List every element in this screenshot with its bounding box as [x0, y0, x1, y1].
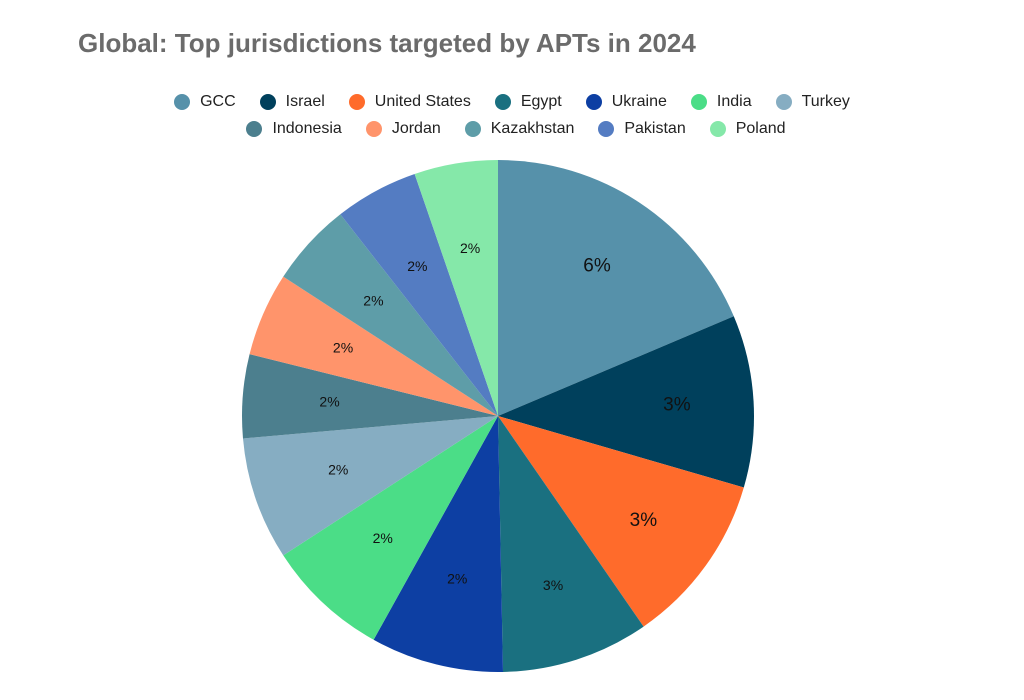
legend-item-jordan[interactable]: Jordan	[365, 119, 441, 138]
pie-slice-poland[interactable]	[414, 160, 498, 416]
legend-swatch-turkey	[775, 93, 792, 110]
legend-item-egypt[interactable]: Egypt	[494, 92, 562, 111]
legend-label-indonesia: Indonesia	[272, 119, 342, 137]
pie-slice-indonesia[interactable]	[242, 354, 498, 439]
legend-label-egypt: Egypt	[520, 92, 562, 110]
pie-label-india: 2%	[373, 530, 393, 546]
legend-swatch-pakistan	[598, 120, 615, 137]
pie-slice-gcc[interactable]	[498, 160, 734, 416]
legend-item-pakistan[interactable]: Pakistan	[598, 119, 686, 138]
legend-item-indonesia[interactable]: Indonesia	[246, 119, 342, 138]
pie-slice-turkey[interactable]	[242, 416, 498, 556]
pie-label-jordan: 2%	[333, 339, 353, 355]
pie-label-indonesia: 2%	[319, 394, 339, 410]
pie-label-pakistan: 2%	[407, 258, 427, 274]
pie-slice-jordan[interactable]	[249, 276, 498, 416]
pie-label-egypt: 3%	[543, 577, 563, 593]
chart-legend: GCC Israel United States Egypt Ukraine I…	[0, 88, 1024, 142]
legend-item-gcc[interactable]: GCC	[174, 93, 236, 111]
legend-item-kazakhstan[interactable]: Kazakhstan	[464, 119, 575, 138]
legend-label-kazakhstan: Kazakhstan	[490, 119, 575, 137]
legend-swatch-egypt	[494, 93, 511, 110]
legend-label-turkey: Turkey	[801, 92, 850, 110]
legend-label-poland: Poland	[735, 119, 786, 137]
pie-label-ukraine: 2%	[447, 571, 467, 587]
legend-label-india: India	[716, 92, 752, 110]
legend-swatch-gcc	[174, 93, 191, 110]
pie-slice-pakistan[interactable]	[340, 173, 498, 416]
pie-slice-ukraine[interactable]	[373, 416, 503, 672]
legend-item-india[interactable]: India	[690, 92, 752, 111]
legend-swatch-ukraine	[585, 93, 602, 110]
pie-label-united-states: 3%	[630, 510, 658, 531]
legend-row-2: Indonesia Jordan Kazakhstan Pakistan Pol…	[0, 115, 1024, 142]
legend-label-gcc: GCC	[200, 92, 236, 110]
legend-label-ukraine: Ukraine	[611, 92, 667, 110]
legend-label-united-states: United States	[374, 92, 471, 110]
pie-slice-egypt[interactable]	[498, 416, 644, 672]
pie-slice-india[interactable]	[283, 416, 498, 640]
legend-row-1: GCC Israel United States Egypt Ukraine I…	[0, 88, 1024, 115]
legend-swatch-jordan	[365, 120, 382, 137]
legend-item-united-states[interactable]: United States	[348, 92, 471, 111]
pie-label-poland: 2%	[460, 240, 480, 256]
pie-slice-kazakhstan[interactable]	[283, 214, 498, 416]
legend-swatch-kazakhstan	[464, 120, 481, 137]
pie-label-israel: 3%	[663, 395, 691, 416]
chart-title: Global: Top jurisdictions targeted by AP…	[78, 28, 696, 58]
legend-swatch-united-states	[348, 93, 365, 110]
legend-swatch-poland	[709, 120, 726, 137]
legend-item-poland[interactable]: Poland	[709, 119, 786, 138]
pie-slice-united-states[interactable]	[498, 416, 744, 627]
pie-label-kazakhstan: 2%	[363, 293, 383, 309]
legend-label-israel: Israel	[285, 92, 325, 110]
legend-label-jordan: Jordan	[391, 119, 441, 137]
legend-item-israel[interactable]: Israel	[259, 92, 325, 111]
legend-item-turkey[interactable]: Turkey	[775, 92, 850, 111]
pie-label-turkey: 2%	[328, 462, 348, 478]
pie-slice-israel[interactable]	[498, 316, 754, 488]
legend-swatch-indonesia	[246, 120, 263, 137]
pie-label-gcc: 6%	[583, 256, 611, 277]
legend-swatch-india	[690, 93, 707, 110]
legend-item-ukraine[interactable]: Ukraine	[585, 92, 667, 111]
legend-swatch-israel	[259, 93, 276, 110]
legend-label-pakistan: Pakistan	[624, 119, 686, 137]
